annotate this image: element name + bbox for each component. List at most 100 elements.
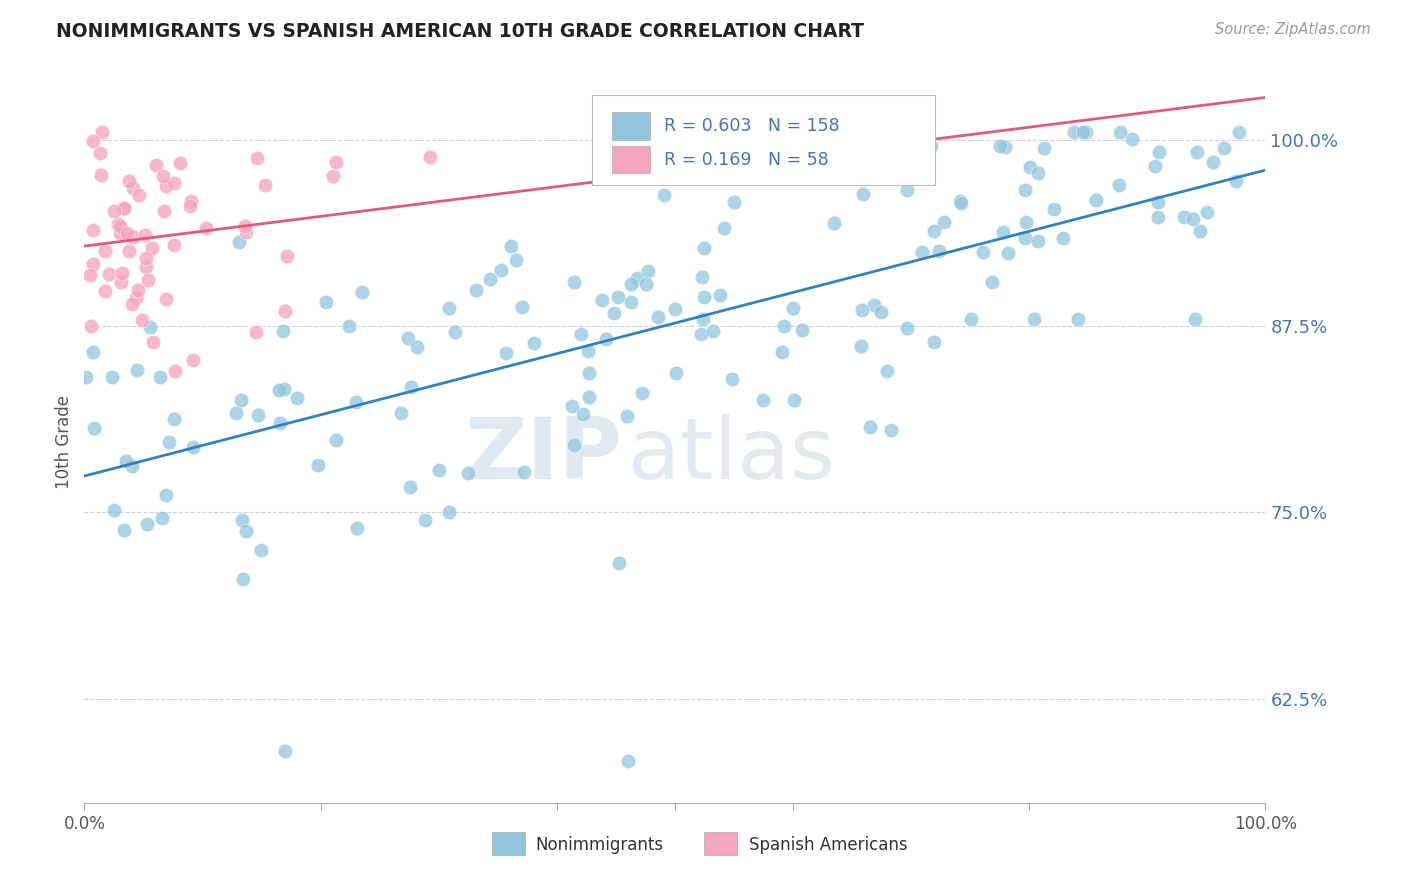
Point <box>89 146 111 161</box>
Point <box>389 407 412 421</box>
Point <box>709 288 731 302</box>
Text: R = 0.603   N = 158: R = 0.603 N = 158 <box>664 117 839 135</box>
Point <box>523 336 546 351</box>
Point <box>325 433 347 447</box>
Point <box>1189 224 1212 238</box>
Point <box>153 204 176 219</box>
Point <box>922 335 945 350</box>
Point <box>75 370 97 384</box>
Point <box>110 266 132 280</box>
Point <box>98 267 121 281</box>
Point <box>322 169 344 183</box>
Point <box>752 393 775 408</box>
Point <box>346 521 368 535</box>
Point <box>110 275 132 289</box>
Point <box>136 272 159 286</box>
Point <box>692 312 714 326</box>
Point <box>464 284 486 298</box>
Point <box>505 252 527 267</box>
Point <box>564 438 586 452</box>
Point <box>112 201 135 215</box>
Point <box>399 379 422 393</box>
Point <box>1213 141 1236 155</box>
Point <box>1014 215 1036 229</box>
Point <box>665 366 688 380</box>
Point <box>121 459 143 474</box>
Point <box>749 160 772 174</box>
Point <box>513 465 536 479</box>
Point <box>1071 125 1094 139</box>
Point <box>994 140 1017 154</box>
Point <box>437 301 460 316</box>
Point <box>118 174 141 188</box>
Point <box>576 343 599 358</box>
Point <box>620 295 643 310</box>
Point <box>1022 311 1045 326</box>
Point <box>169 155 191 169</box>
Point <box>83 421 105 435</box>
Point <box>928 244 950 258</box>
Point <box>82 345 104 359</box>
Point <box>770 344 793 359</box>
Point <box>993 226 1015 240</box>
Point <box>246 151 269 165</box>
Point <box>949 194 972 209</box>
Point <box>1184 311 1206 326</box>
Point <box>702 324 724 338</box>
Point <box>82 257 104 271</box>
Point <box>876 364 898 378</box>
Point <box>620 277 643 291</box>
Point <box>352 285 374 300</box>
Point <box>859 420 882 434</box>
Point <box>852 186 875 201</box>
Point <box>413 513 436 527</box>
Point <box>664 301 686 316</box>
Point <box>457 466 479 480</box>
FancyBboxPatch shape <box>612 146 650 173</box>
Point <box>437 506 460 520</box>
Point <box>344 395 367 409</box>
Point <box>250 542 273 557</box>
Point <box>723 195 745 210</box>
Point <box>1121 132 1143 146</box>
Point <box>118 244 141 259</box>
Point <box>399 480 422 494</box>
Point <box>127 363 149 377</box>
Point <box>479 272 502 286</box>
Point <box>1173 210 1195 224</box>
Point <box>287 392 309 406</box>
Point <box>934 215 956 229</box>
Point <box>920 138 942 153</box>
Point <box>405 340 427 354</box>
Point <box>254 178 277 192</box>
Point <box>228 235 250 250</box>
Point <box>1195 205 1218 219</box>
Point <box>181 353 204 368</box>
Point <box>959 311 981 326</box>
Point <box>896 321 918 335</box>
Text: Spanish Americans: Spanish Americans <box>749 836 908 854</box>
Point <box>1147 145 1170 159</box>
FancyBboxPatch shape <box>592 95 935 185</box>
Point <box>721 372 744 386</box>
Point <box>988 139 1011 153</box>
Point <box>135 251 157 265</box>
Point <box>1182 211 1205 226</box>
Point <box>150 511 173 525</box>
Point <box>1229 125 1251 139</box>
Point <box>396 331 419 345</box>
Point <box>713 221 735 235</box>
Point <box>849 339 872 353</box>
Point <box>911 245 934 260</box>
Point <box>1147 210 1170 224</box>
Point <box>115 454 138 468</box>
Point <box>922 224 945 238</box>
Point <box>617 754 640 768</box>
Point <box>122 230 145 244</box>
Point <box>626 271 648 285</box>
Point <box>1085 193 1108 207</box>
Point <box>124 291 146 305</box>
Point <box>510 300 533 314</box>
Point <box>194 221 217 235</box>
Point <box>1014 231 1036 245</box>
